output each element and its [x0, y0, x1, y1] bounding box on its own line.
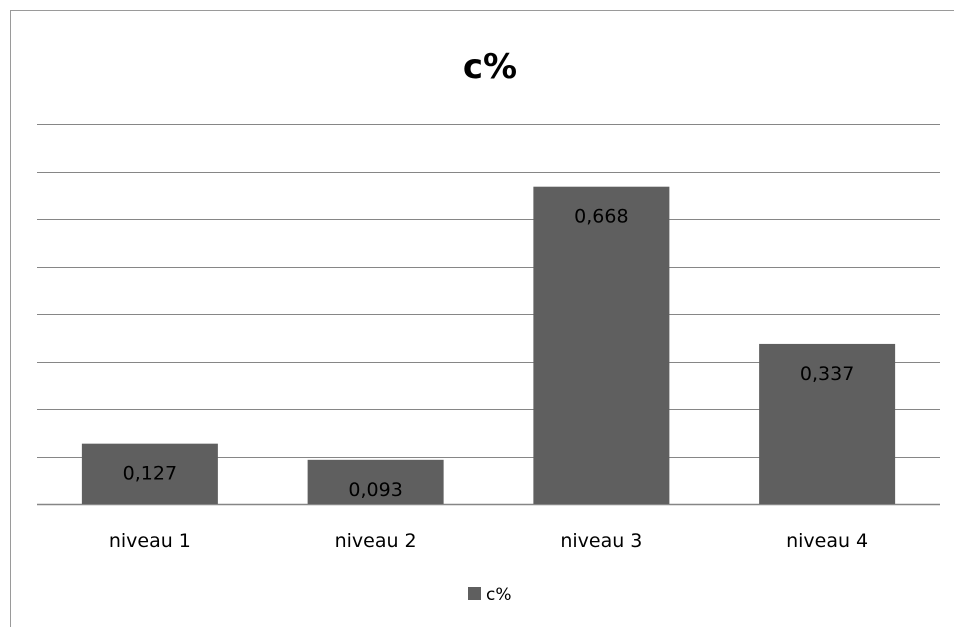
- data-label-3: 0,668: [574, 206, 628, 228]
- category-label-3: niveau 3: [560, 530, 642, 552]
- bar-4: [759, 343, 896, 504]
- bars: 0,127 0,093 0,668 0,337: [81, 186, 896, 504]
- category-label-2: niveau 2: [335, 530, 417, 552]
- data-label-1: 0,127: [123, 463, 177, 485]
- legend: c%: [468, 585, 512, 605]
- legend-label: c%: [486, 585, 512, 605]
- bar-3: [533, 186, 670, 504]
- chart-title: c%: [463, 47, 517, 87]
- bar-2: [307, 459, 444, 504]
- chart-frame: [10, 10, 954, 627]
- category-label-4: niveau 4: [786, 530, 868, 552]
- legend-swatch: [468, 587, 481, 600]
- data-label-2: 0,093: [348, 479, 402, 501]
- data-label-4: 0,337: [800, 363, 854, 385]
- category-label-1: niveau 1: [109, 530, 191, 552]
- bar-1: [81, 443, 218, 504]
- category-labels: niveau 1 niveau 2 niveau 3 niveau 4: [109, 530, 868, 552]
